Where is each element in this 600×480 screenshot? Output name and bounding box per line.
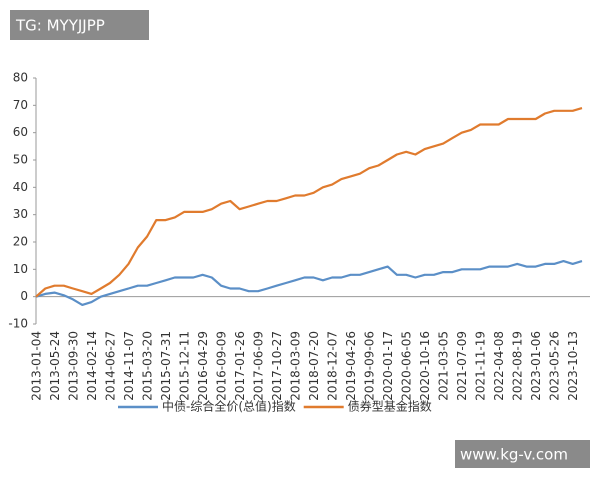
- y-tick-label: -10: [8, 317, 28, 331]
- x-tick-label: 2018-12-07: [326, 331, 340, 401]
- x-tick-label: 2014-11-07: [122, 331, 136, 401]
- x-tick-label: 2016-09-09: [215, 331, 229, 401]
- watermark-box: [455, 440, 590, 468]
- x-tick-label: 2023-01-06: [529, 331, 543, 401]
- x-tick-label: 2017-01-26: [233, 331, 247, 401]
- x-tick-label: 2019-09-06: [363, 331, 377, 401]
- x-tick-label: 2016-04-29: [196, 331, 210, 401]
- x-tick-label: 2017-06-09: [252, 331, 266, 401]
- x-tick-label: 2021-07-09: [455, 331, 469, 401]
- x-tick-label: 2015-07-31: [159, 331, 173, 401]
- watermark-box: [10, 10, 149, 40]
- x-tick-label: 2022-08-19: [511, 331, 525, 401]
- x-tick-label: 2023-05-26: [548, 331, 562, 401]
- x-tick-label: 2015-12-11: [178, 331, 192, 401]
- x-tick-label: 2020-01-17: [381, 331, 395, 401]
- y-tick-label: 0: [20, 289, 28, 303]
- legend-label: 债券型基金指数: [348, 399, 432, 414]
- y-tick-label: 20: [13, 235, 28, 249]
- x-tick-label: 2013-05-24: [48, 331, 62, 401]
- watermark: www.kg-v.com: [460, 446, 568, 464]
- watermark: TG: MYYJJPP: [15, 17, 105, 35]
- x-tick-label: 2021-03-05: [437, 331, 451, 401]
- x-tick-label: 2018-07-20: [307, 331, 321, 401]
- x-tick-label: 2017-10-27: [270, 331, 284, 401]
- x-tick-label: 2021-11-19: [474, 331, 488, 401]
- y-tick-label: 70: [13, 98, 28, 112]
- x-tick-label: 2023-10-13: [566, 331, 580, 401]
- y-tick-label: 50: [13, 153, 28, 167]
- x-tick-label: 2022-04-08: [492, 331, 506, 401]
- x-tick-label: 2013-09-30: [67, 331, 81, 401]
- y-tick-label: 80: [13, 71, 28, 85]
- x-tick-label: 2013-01-04: [30, 331, 44, 401]
- x-tick-label: 2014-02-14: [85, 331, 99, 401]
- x-tick-label: 2015-03-20: [141, 331, 155, 401]
- legend-label: 中债-综合全价(总值)指数: [162, 399, 296, 414]
- y-tick-label: 60: [13, 125, 28, 139]
- series-line: [35, 107, 583, 298]
- series-line: [35, 260, 583, 306]
- x-tick-label: 2019-04-26: [344, 331, 358, 401]
- x-tick-label: 2014-06-27: [104, 331, 118, 401]
- y-tick-label: 40: [13, 180, 28, 194]
- x-tick-label: 2018-03-09: [289, 331, 303, 401]
- x-tick-label: 2020-06-05: [400, 331, 414, 401]
- y-tick-label: 30: [13, 207, 28, 221]
- y-tick-label: 10: [13, 262, 28, 276]
- x-tick-label: 2020-10-16: [418, 331, 432, 401]
